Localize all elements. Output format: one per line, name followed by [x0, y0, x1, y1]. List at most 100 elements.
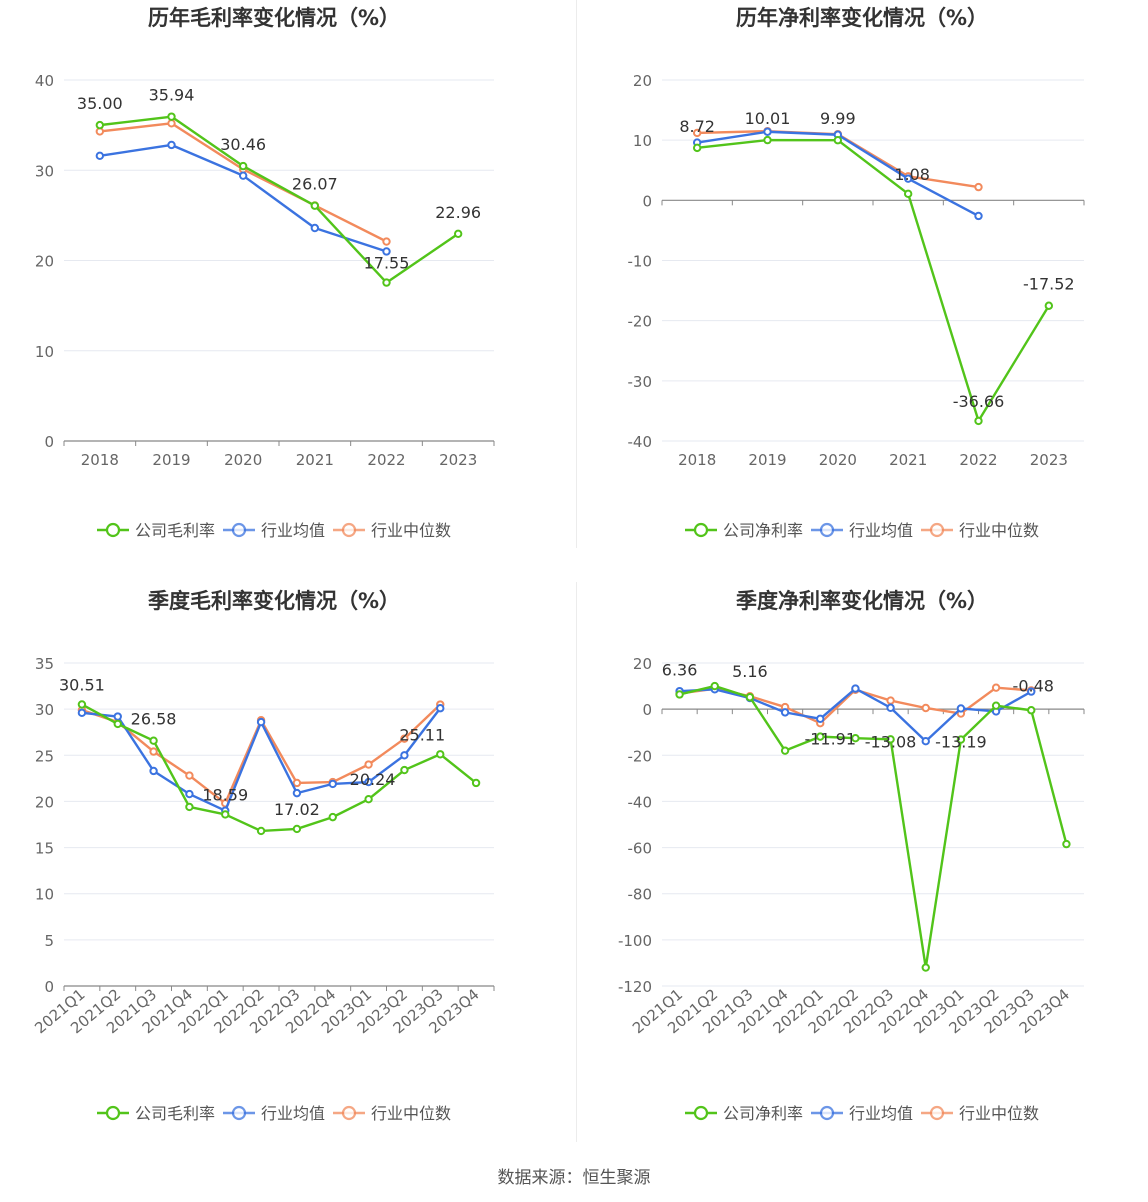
- y-tick-label: 25: [35, 747, 54, 765]
- data-point-1: [328, 779, 337, 789]
- data-point-0: [745, 693, 755, 702]
- legend-item-1[interactable]: 行业均值: [223, 521, 325, 540]
- legend-item-2[interactable]: 行业中位数: [921, 521, 1039, 540]
- data-label: 30.51: [59, 675, 105, 694]
- data-point-0: [1062, 839, 1071, 849]
- data-point-0: [1044, 301, 1054, 310]
- data-point-2: [974, 182, 983, 192]
- legend-label: 行业中位数: [959, 521, 1039, 540]
- y-tick-label: -20: [628, 313, 653, 331]
- data-point-0: [710, 681, 719, 691]
- data-label: 26.58: [131, 710, 177, 729]
- y-tick-label: -30: [628, 373, 653, 391]
- series-line-0: [679, 684, 1068, 969]
- legend-item-2[interactable]: 行业中位数: [333, 1104, 451, 1123]
- data-point-0: [77, 700, 87, 709]
- data-point-2: [692, 128, 702, 138]
- legend-item-1[interactable]: 行业均值: [811, 1104, 913, 1123]
- legend-marker: [105, 1105, 121, 1121]
- y-tick-label: 0: [642, 192, 652, 210]
- legend-marker: [341, 1105, 357, 1121]
- data-point-0: [221, 810, 230, 819]
- chart-panel-2: 历年净利率变化情况（%） -40 -30 -20 -10 0 10 20 2018 2019 202…: [628, 6, 1085, 540]
- data-point-1: [974, 211, 983, 221]
- legend-marker: [231, 522, 247, 538]
- data-label: -36.66: [953, 392, 1005, 411]
- y-tick-label: 35: [35, 655, 54, 673]
- data-point-0: [292, 824, 302, 834]
- legend-item-0[interactable]: 公司净利率: [685, 1104, 803, 1123]
- data-point-1: [256, 717, 266, 727]
- data-point-1: [851, 684, 860, 693]
- x-tick-label: 2023: [1030, 451, 1068, 469]
- data-point-0: [167, 112, 176, 121]
- data-point-0: [113, 719, 122, 729]
- y-tick-label: -40: [628, 433, 653, 451]
- data-point-0: [364, 795, 373, 804]
- data-label: 1.08: [894, 165, 930, 184]
- data-label: -13.19: [935, 733, 987, 752]
- data-point-1: [77, 708, 87, 718]
- vertical-divider-top: [576, 0, 577, 548]
- data-point-0: [400, 765, 409, 775]
- data-point-1: [310, 223, 320, 233]
- data-label: 10.01: [745, 109, 791, 128]
- data-label: 8.72: [679, 117, 715, 136]
- data-point-0: [974, 416, 983, 426]
- data-point-0: [453, 229, 463, 238]
- data-point-1: [95, 151, 105, 161]
- data-label: 17.55: [364, 254, 410, 273]
- legend-item-1[interactable]: 行业均值: [223, 1104, 325, 1123]
- data-point-1: [956, 704, 966, 713]
- series-line-0: [99, 115, 459, 284]
- legend-marker: [341, 522, 357, 538]
- chart-title: 季度净利率变化情况（%）: [736, 589, 988, 613]
- y-tick-label: 0: [642, 701, 652, 719]
- data-label: 20.24: [350, 770, 396, 789]
- data-point-0: [1027, 706, 1036, 715]
- x-tick-label: 2020: [224, 451, 262, 469]
- series-line-0: [697, 138, 1050, 423]
- data-point-1: [167, 140, 176, 150]
- data-point-2: [991, 683, 1001, 692]
- y-tick-label: 20: [35, 253, 54, 271]
- data-point-1: [400, 751, 409, 760]
- data-point-0: [692, 143, 702, 153]
- legend-label: 公司毛利率: [135, 1104, 215, 1123]
- data-label: -0.48: [1013, 676, 1054, 695]
- x-tick-label: 2021: [889, 451, 927, 469]
- y-tick-label: 20: [35, 793, 54, 811]
- data-point-0: [238, 161, 248, 171]
- data-point-1: [816, 714, 825, 724]
- data-point-1: [113, 712, 122, 721]
- data-point-0: [185, 802, 194, 812]
- legend-label: 行业均值: [849, 1104, 913, 1123]
- legend-item-1[interactable]: 行业均值: [811, 521, 913, 540]
- legend-item-2[interactable]: 行业中位数: [333, 521, 451, 540]
- legend-marker: [819, 1105, 835, 1121]
- data-point-1: [382, 247, 391, 256]
- data-point-0: [436, 750, 445, 759]
- data-point-1: [886, 703, 895, 712]
- data-point-0: [95, 120, 105, 130]
- x-tick-label: 2018: [678, 451, 716, 469]
- legend-item-0[interactable]: 公司毛利率: [97, 1104, 215, 1123]
- x-tick-label: 2019: [748, 451, 786, 469]
- legend-item-0[interactable]: 公司毛利率: [97, 521, 215, 540]
- legend-item-2[interactable]: 行业中位数: [921, 1104, 1039, 1123]
- data-point-0: [816, 732, 825, 741]
- legend-label: 公司净利率: [723, 521, 803, 540]
- data-point-0: [763, 135, 772, 145]
- legend-item-0[interactable]: 公司净利率: [685, 521, 803, 540]
- data-point-0: [256, 826, 266, 836]
- y-tick-label: -60: [628, 840, 653, 858]
- data-point-1: [903, 174, 913, 183]
- data-label: -17.52: [1023, 275, 1075, 294]
- legend-label: 行业中位数: [371, 521, 451, 540]
- data-label: 22.96: [435, 203, 481, 222]
- legend-label: 行业均值: [849, 521, 913, 540]
- chart-panel-3: 季度毛利率变化情况（%）051015202530352021Q12021Q220…: [31, 589, 495, 1123]
- data-label: 9.99: [820, 109, 856, 128]
- data-point-1: [238, 171, 248, 180]
- chart-panel-4: 季度净利率变化情况（%）-120-100-80-60-40-200202021Q…: [618, 589, 1085, 1123]
